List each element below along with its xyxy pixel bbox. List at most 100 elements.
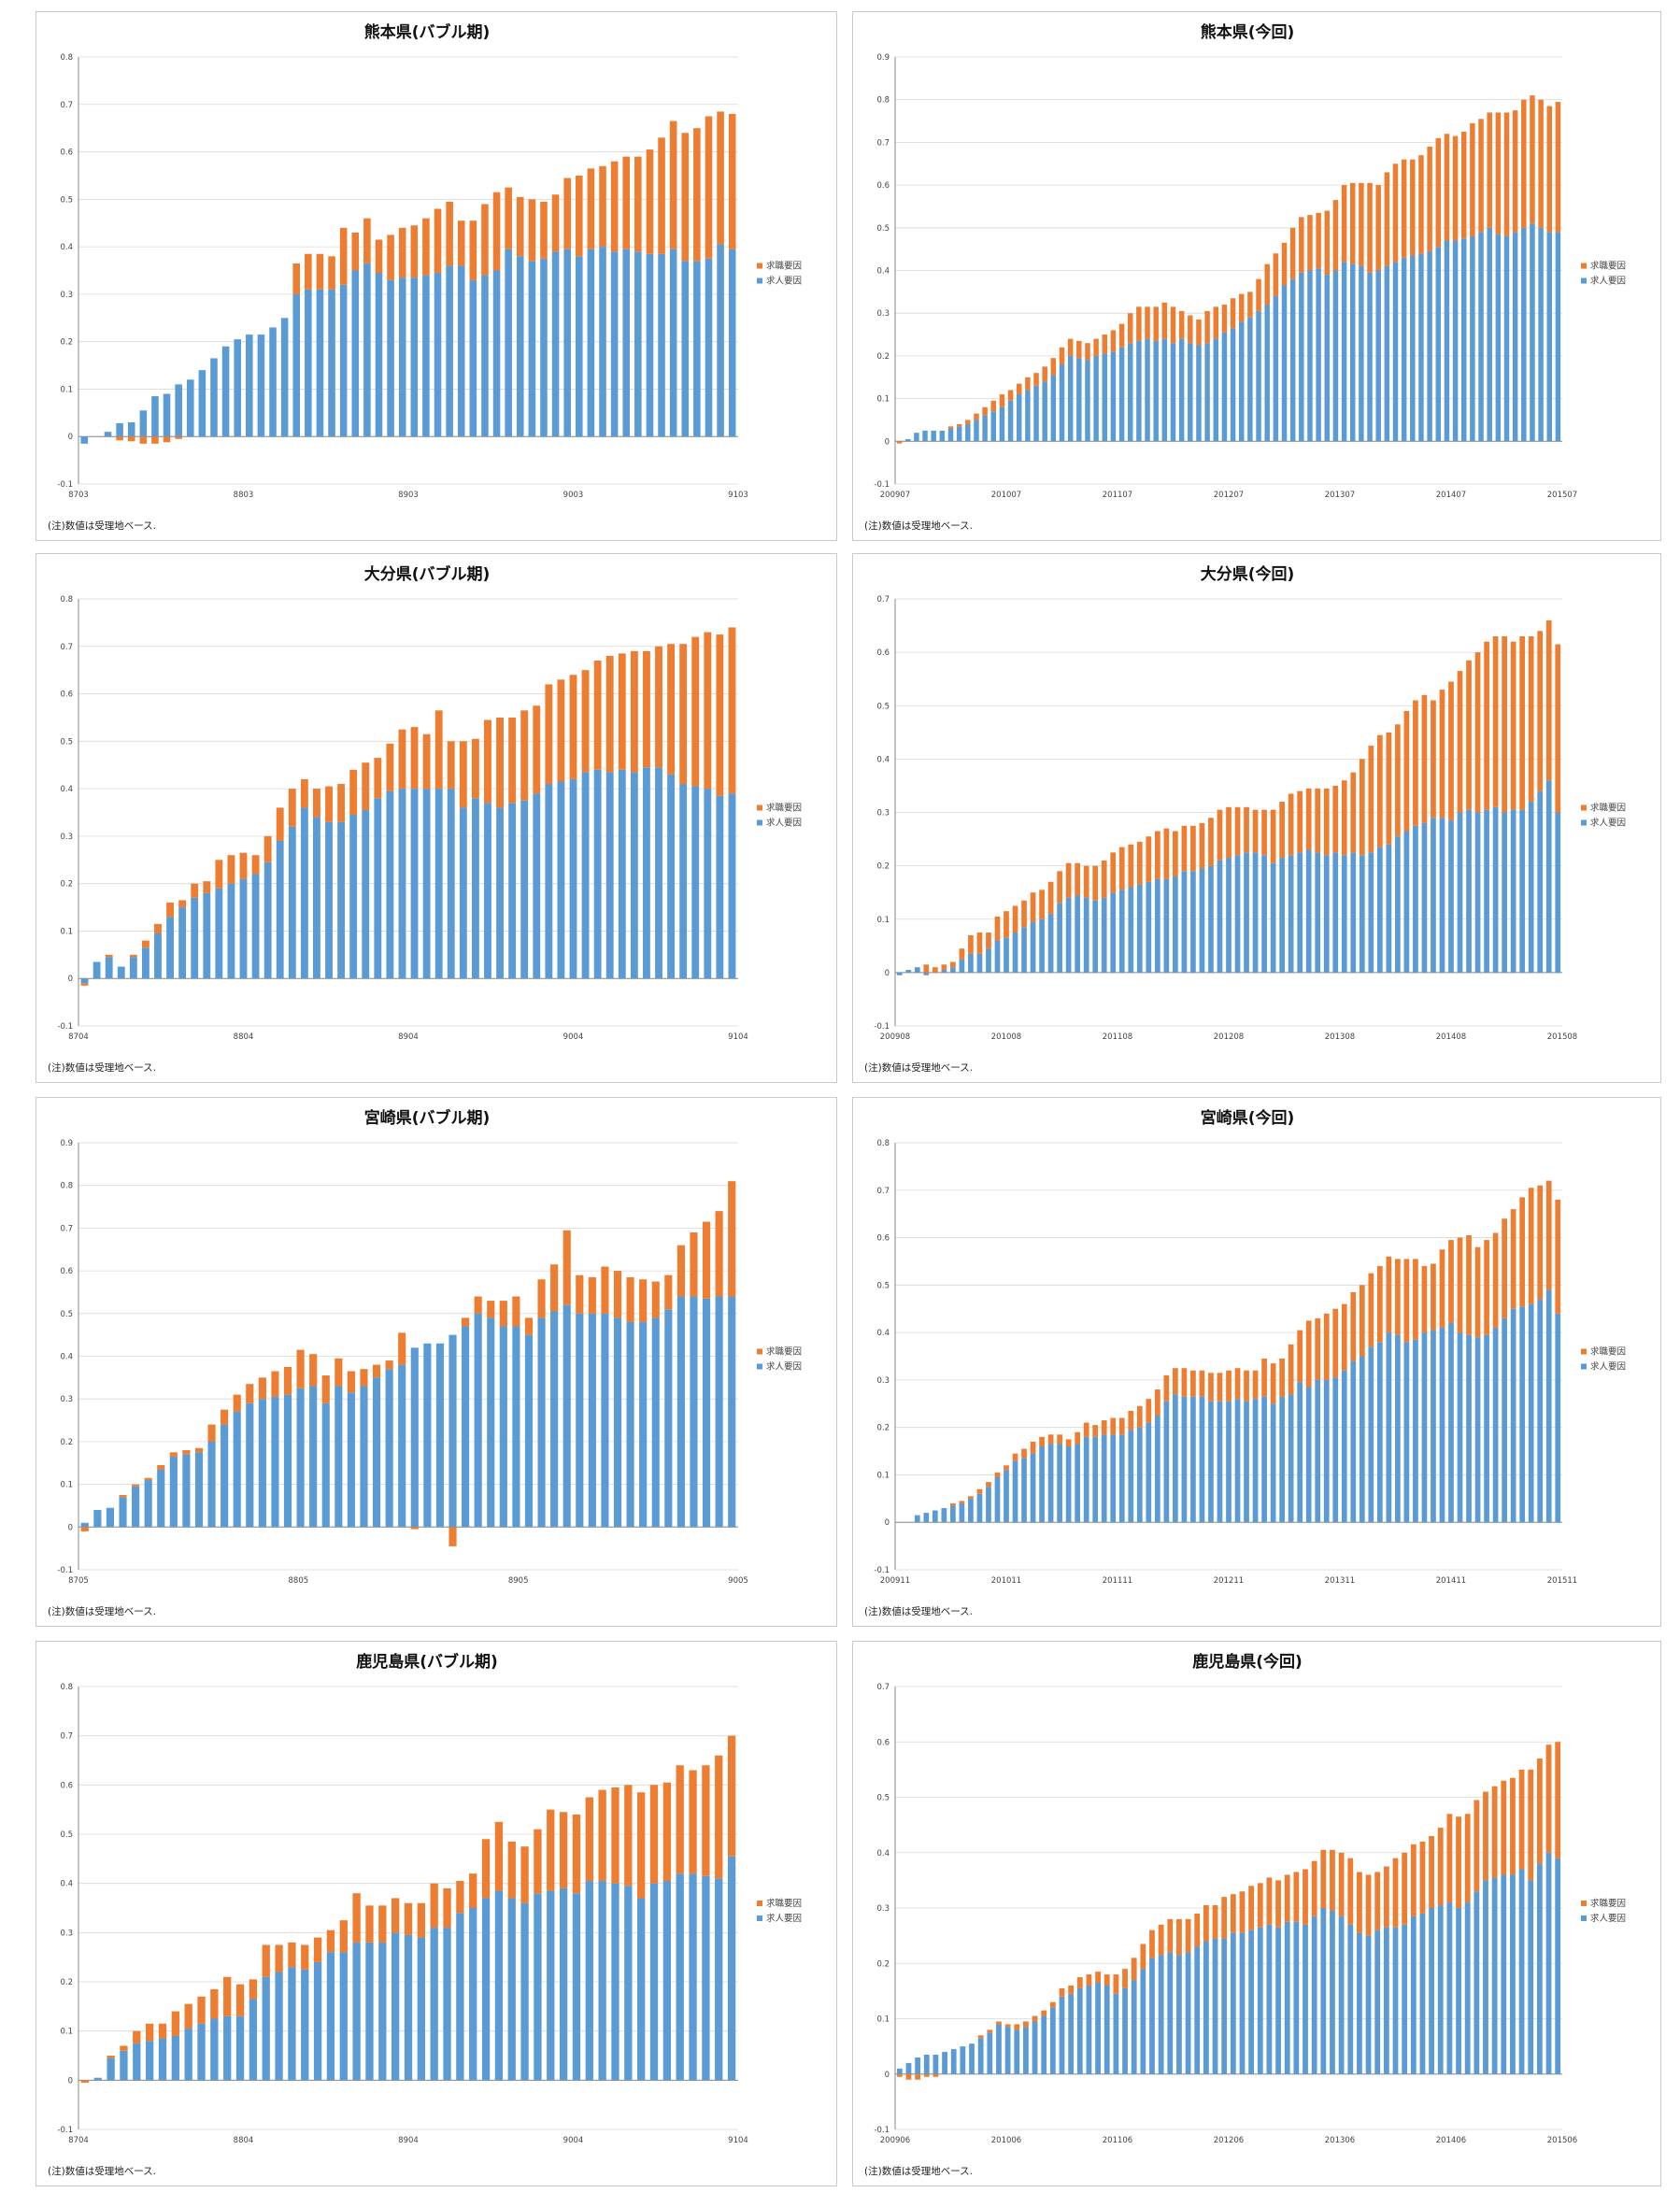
bar-offer	[435, 1343, 445, 1528]
bar-seeker	[1128, 844, 1134, 888]
bar-offer	[960, 2046, 966, 2074]
bar-seeker	[679, 644, 688, 785]
bar-seeker	[362, 762, 370, 810]
bar-offer	[484, 803, 491, 979]
bar-offer	[1041, 2015, 1047, 2074]
bar-offer	[1176, 1955, 1182, 2074]
bar-offer	[434, 789, 443, 979]
bar-offer	[1510, 1874, 1516, 2074]
legend-swatch-seeker	[1581, 263, 1587, 269]
bar-seeker	[563, 178, 571, 249]
bar-seeker	[1238, 293, 1245, 322]
bar-seeker	[1305, 1320, 1312, 1388]
y-tick-label: 0.2	[876, 862, 890, 872]
chart-title: 大分県(今回)	[1201, 564, 1295, 584]
bar-seeker	[1478, 119, 1484, 233]
bar-offer	[1217, 860, 1223, 973]
legend-label-offer: 求人要因	[1590, 1913, 1626, 1924]
bar-offer	[923, 2055, 930, 2074]
bar-seeker	[1136, 841, 1143, 885]
bar-seeker	[1536, 1758, 1543, 1864]
bar-offer	[959, 1502, 965, 1523]
panel-kumamoto-current: 熊本県(今回) 0.9 0.8 0.7 0.6 0.5 0.4 0.3 0.2 0.1 0 -0.1 2…	[852, 11, 1661, 541]
legend-label-seeker: 求職要因	[766, 1346, 802, 1358]
legend-swatch-offer	[1581, 1363, 1587, 1370]
bar-seeker	[1023, 2021, 1029, 2028]
bar-seeker	[1510, 641, 1516, 810]
y-tick-label: 0.6	[60, 691, 73, 700]
bar-seeker	[1128, 1410, 1134, 1431]
bar-offer	[986, 1487, 991, 1523]
bar-offer	[1316, 268, 1321, 442]
bar-seeker	[1176, 1918, 1182, 1956]
y-tick-label: 0.1	[876, 395, 890, 405]
bar-seeker	[1421, 694, 1428, 823]
chart-svg: 大分県(バブル期) 0.8 0.7 0.6 0.5 0.4 0.3 0.2 0.1 0 -0.187…	[48, 564, 802, 1074]
bar-seeker	[1012, 905, 1018, 933]
bar-seeker	[271, 1371, 279, 1397]
bar-offer	[950, 1505, 956, 1523]
bar-seeker	[1178, 310, 1185, 339]
bar-seeker	[1021, 900, 1027, 928]
bar-offer	[417, 1937, 425, 2081]
legend-swatch-seeker	[757, 1901, 762, 1906]
bar-offer	[198, 370, 206, 437]
y-tick-label: 0.2	[60, 1438, 73, 1447]
bar-offer	[896, 2068, 903, 2074]
bar-offer	[1118, 347, 1125, 442]
bar-seeker	[1101, 860, 1107, 898]
bar-offer	[1530, 223, 1535, 442]
bar-offer	[132, 1486, 140, 1528]
bar-seeker	[1039, 890, 1045, 919]
y-tick-label: 0.1	[876, 916, 890, 925]
bar-seeker	[1315, 1317, 1321, 1380]
bar-seeker	[171, 2011, 179, 2036]
bar-offer	[576, 1313, 584, 1528]
x-tick-label: 8903	[398, 491, 419, 500]
bar-offer	[520, 800, 529, 979]
bar-seeker	[1203, 1905, 1209, 1942]
panel-oita-current: 大分県(今回) 0.7 0.6 0.5 0.4 0.3 0.2 0.1 0 -0.1 200908 2…	[852, 553, 1661, 1083]
bar-seeker	[932, 967, 938, 973]
bar-offer	[262, 1976, 270, 2081]
bar-offer	[422, 275, 430, 437]
bar-offer	[1208, 1401, 1214, 1523]
bar-offer	[613, 1317, 622, 1528]
bar-seeker	[1145, 306, 1150, 339]
bar-offer	[1444, 240, 1450, 442]
bar-offer	[288, 826, 296, 979]
legend-label-seeker: 求職要因	[766, 261, 802, 272]
bar-seeker	[1519, 635, 1526, 810]
bar-seeker	[141, 940, 149, 948]
bar-offer	[664, 1309, 673, 1528]
bar-offer	[507, 1898, 516, 2081]
bar-offer	[456, 1913, 464, 2081]
note-text: (注)数値は受理地ベース.	[864, 1061, 973, 1074]
bar-offer	[662, 1881, 672, 2081]
y-tick-label: 0.6	[876, 181, 890, 191]
bar-offer	[365, 1942, 374, 2081]
bar-seeker	[1221, 305, 1228, 333]
bar-seeker	[178, 900, 187, 908]
bar-seeker	[1076, 340, 1082, 359]
bar-seeker	[551, 194, 560, 252]
bar-seeker	[1042, 366, 1047, 382]
bar-offer	[1161, 338, 1168, 442]
bar-seeker	[1413, 1259, 1418, 1340]
bar-seeker	[1247, 292, 1253, 318]
bar-seeker	[1101, 1420, 1107, 1435]
bar-offer	[1014, 2029, 1020, 2074]
bar-seeker	[1386, 1256, 1392, 1333]
y-tick-label: 0	[68, 2076, 73, 2086]
bar-seeker	[1518, 1769, 1525, 1870]
panel-miyazaki-bubble: 宮崎県(バブル期) 0.9 0.8 0.7 0.6 0.5 0.4 0.3 0.2 0.1 0 -0.…	[36, 1097, 837, 1627]
bar-seeker	[456, 1881, 464, 1914]
bar-offer	[335, 1386, 343, 1528]
x-tick-label: 9004	[563, 1032, 584, 1042]
bar-offer	[1502, 812, 1507, 973]
bar-seeker	[1181, 825, 1188, 872]
bar-offer	[557, 781, 565, 979]
note-text: (注)数値は受理地ベース.	[48, 520, 156, 532]
chart-svg: 宮崎県(バブル期) 0.9 0.8 0.7 0.6 0.5 0.4 0.3 0.2 0.1 0 -0.…	[48, 1108, 802, 1617]
bar-seeker	[1050, 358, 1057, 376]
